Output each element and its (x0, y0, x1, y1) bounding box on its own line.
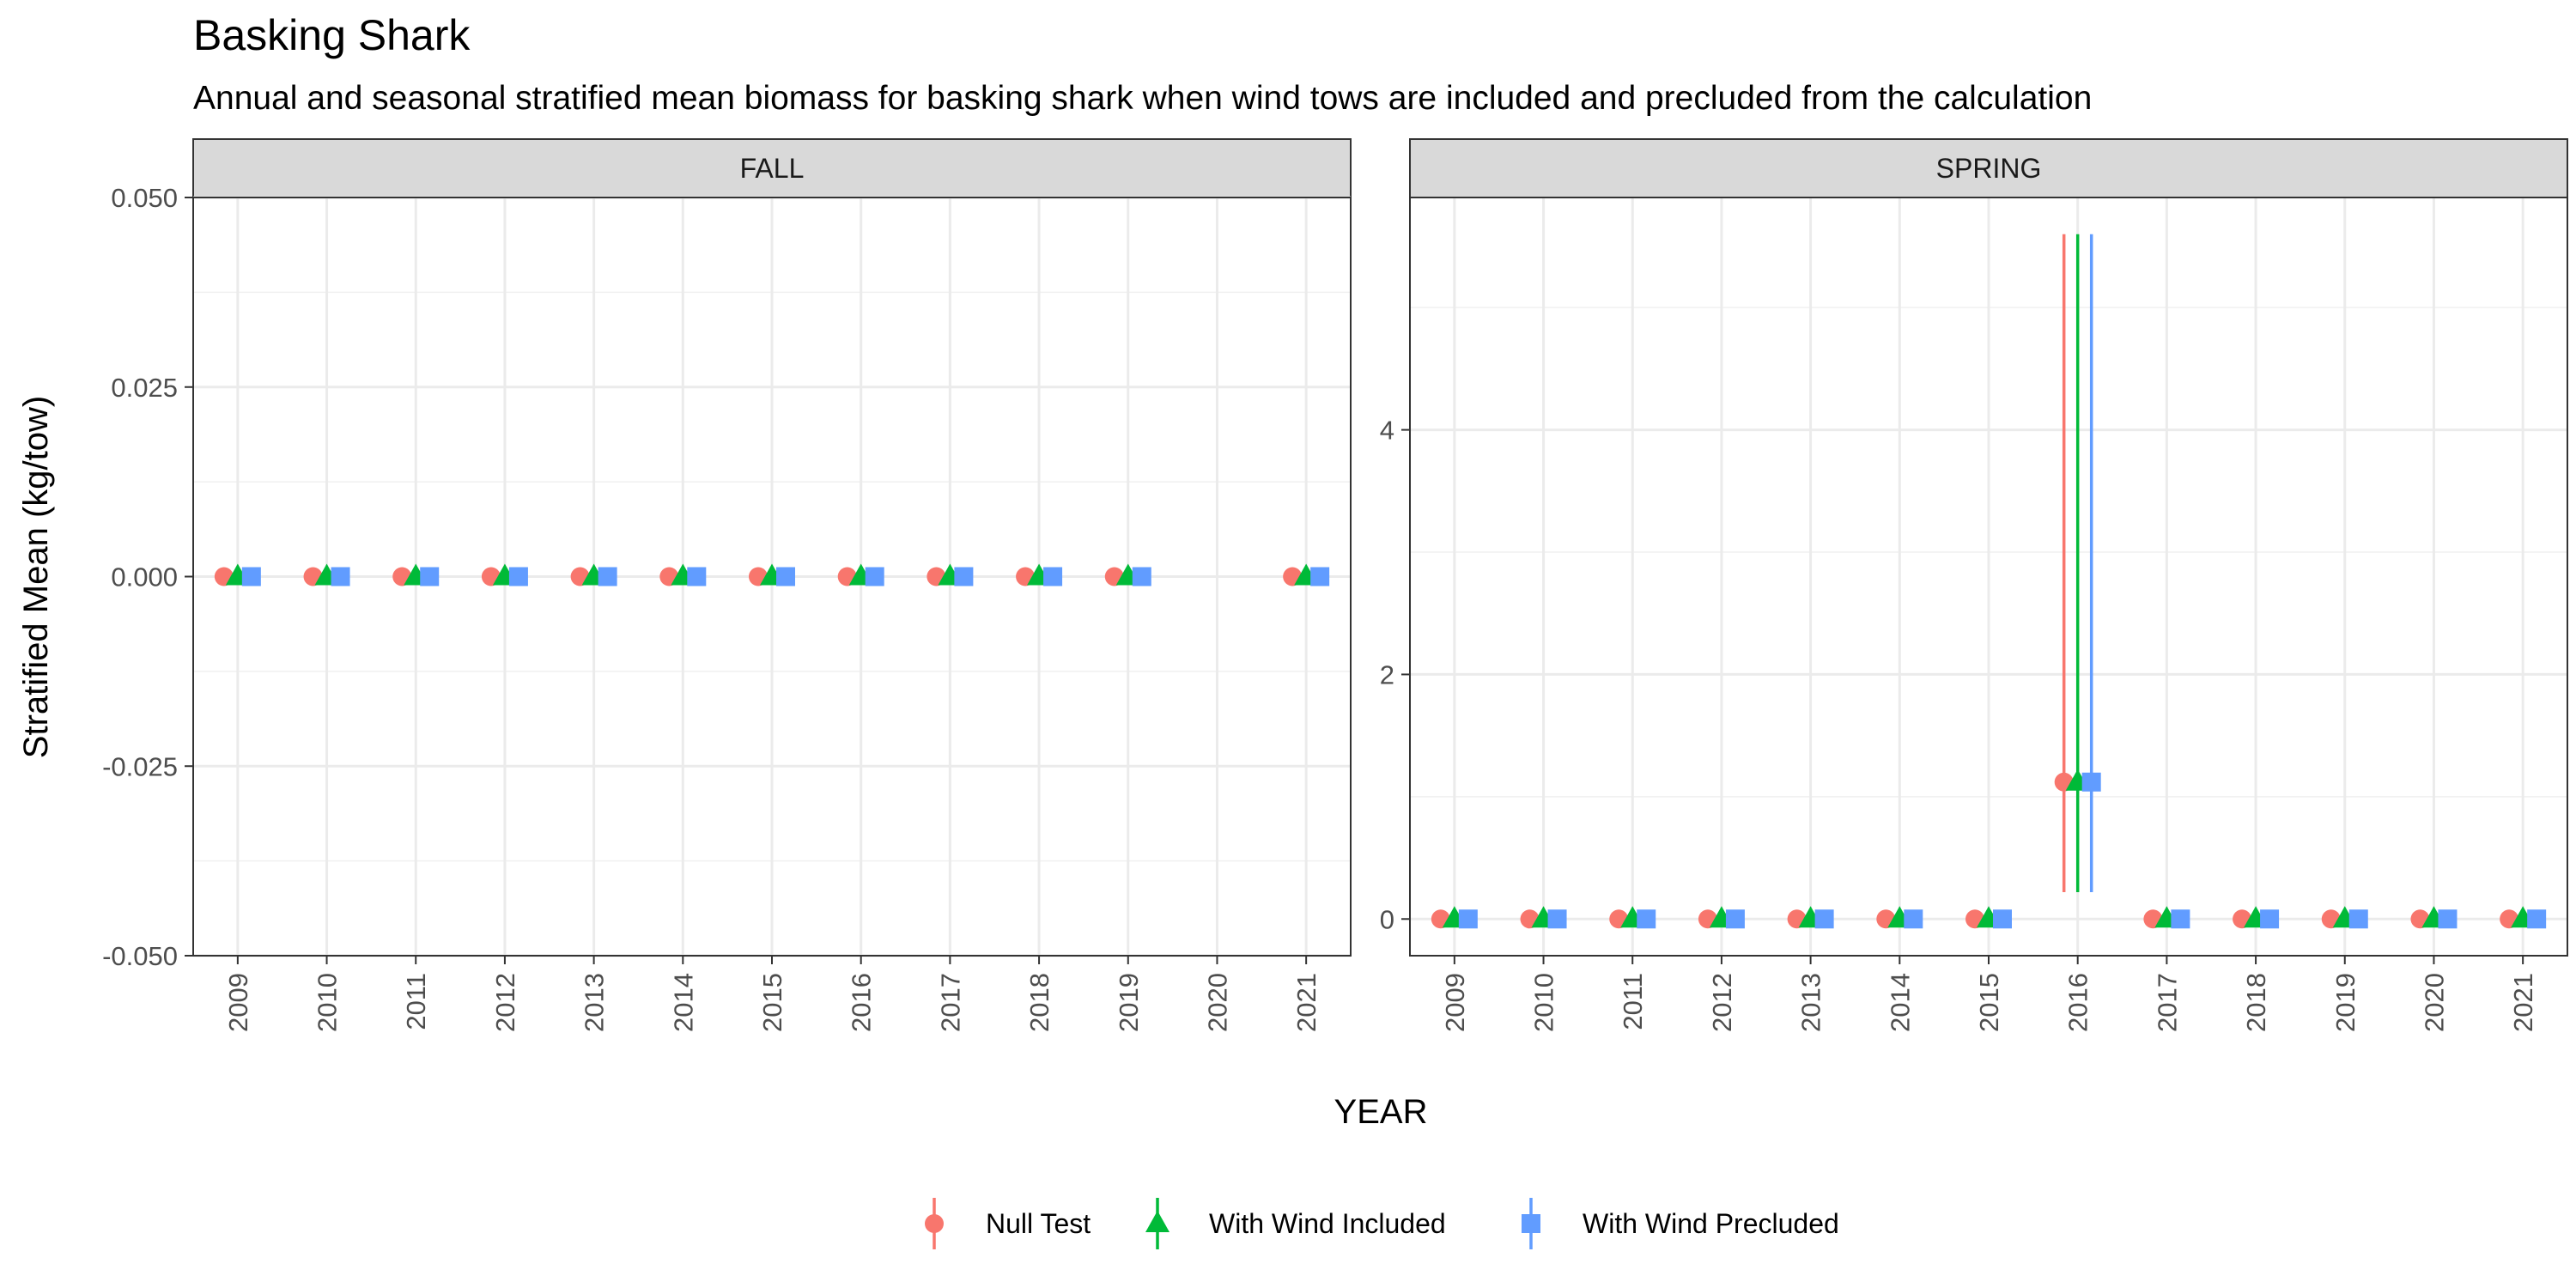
x-tick-label: 2015 (1974, 973, 2004, 1032)
legend-label: With Wind Included (1209, 1208, 1446, 1239)
data-point (1310, 567, 1330, 586)
data-point (1458, 909, 1478, 929)
x-tick-label: 2018 (2241, 973, 2271, 1032)
panel-border (1409, 197, 2568, 957)
x-tick-label: 2009 (223, 973, 253, 1032)
y-tick-label: 0 (1380, 904, 1394, 934)
x-tick-label: 2017 (2152, 973, 2182, 1032)
x-tick-label: 2021 (1291, 973, 1321, 1032)
y-tick-label: 0.025 (111, 373, 178, 403)
data-point (1993, 909, 2012, 929)
x-tick-label: 2009 (1440, 973, 1470, 1032)
data-point (1725, 909, 1745, 929)
x-tick-label: 2019 (1114, 973, 1144, 1032)
data-point (687, 567, 707, 586)
data-point (1132, 567, 1151, 586)
data-point (2527, 909, 2547, 929)
panel-spring: SPRING 0 2 4 2009 2010 2011 2012 2013 2014 2015 201… (1380, 138, 2568, 1032)
x-tick-label: 2016 (847, 973, 877, 1032)
chart-title: Basking Shark (193, 11, 471, 59)
x-tick-label: 2014 (1885, 973, 1915, 1032)
y-tick-label: -0.025 (102, 751, 178, 781)
legend-item: With Wind Precluded (1522, 1198, 1839, 1249)
x-tick-label: 2011 (401, 973, 431, 1030)
x-tick-label: 2018 (1024, 973, 1054, 1032)
legend-item: With Wind Included (1145, 1198, 1446, 1249)
data-point (1637, 909, 1656, 929)
data-point (2260, 909, 2280, 929)
x-tick-label: 2013 (580, 973, 610, 1032)
y-tick-label: 2 (1380, 659, 1394, 690)
x-tick-label: 2021 (2508, 973, 2538, 1032)
x-tick-label: 2017 (935, 973, 965, 1032)
legend-label: Null Test (986, 1208, 1091, 1239)
panel-strip (1409, 138, 2568, 198)
data-point (331, 567, 350, 586)
panel-strip-label: FALL (740, 153, 805, 184)
x-axis-label: YEAR (1334, 1093, 1428, 1131)
x-tick-label: 2012 (1707, 973, 1737, 1032)
data-point (2438, 909, 2458, 929)
x-tick-label: 2013 (1796, 973, 1826, 1032)
y-tick-label: 0.050 (111, 183, 178, 213)
x-tick-label: 2020 (1202, 973, 1232, 1032)
legend-key-marker (925, 1214, 944, 1233)
data-point (865, 567, 884, 586)
legend-label: With Wind Precluded (1583, 1208, 1839, 1239)
y-tick-label: 4 (1380, 416, 1394, 446)
data-point (1043, 567, 1063, 586)
x-tick-label: 2011 (1618, 973, 1648, 1030)
panels: FALL -0.050 -0.025 0.000 0.025 0.050 2009 2010 2… (102, 138, 2568, 1032)
x-tick-label: 2020 (2419, 973, 2449, 1032)
x-tick-label: 2019 (2330, 973, 2360, 1032)
chart-subtitle: Annual and seasonal stratified mean biom… (193, 80, 2092, 117)
data-point (508, 567, 528, 586)
x-tick-label: 2012 (490, 973, 520, 1032)
data-point (2081, 772, 2101, 792)
x-tick-label: 2010 (313, 973, 343, 1032)
x-tick-label: 2015 (757, 973, 787, 1032)
data-point (954, 567, 974, 586)
legend-key-marker (1145, 1211, 1170, 1232)
data-point (1814, 909, 1834, 929)
data-point (241, 567, 261, 586)
data-point (2348, 909, 2368, 929)
y-tick-label: -0.050 (102, 941, 178, 971)
panel-strip (192, 138, 1352, 198)
data-point (2171, 909, 2190, 929)
data-point (1547, 909, 1567, 929)
legend: Null Test With Wind Included With Wind Pre… (925, 1198, 1839, 1249)
data-point (776, 567, 795, 586)
data-point (1904, 909, 1923, 929)
x-tick-label: 2010 (1529, 973, 1559, 1032)
data-point (598, 567, 617, 586)
data-point (420, 567, 440, 586)
legend-key-marker (1522, 1214, 1540, 1233)
x-tick-label: 2016 (2063, 973, 2093, 1032)
y-tick-label: 0.000 (111, 562, 178, 592)
panel-strip-label: SPRING (1936, 153, 2042, 184)
x-tick-label: 2014 (668, 973, 698, 1032)
panel-fall: FALL -0.050 -0.025 0.000 0.025 0.050 2009 2010 2… (102, 138, 1352, 1032)
y-axis-label: Stratified Mean (kg/tow) (17, 396, 55, 758)
legend-item: Null Test (925, 1198, 1091, 1249)
panel-border (192, 197, 1352, 957)
